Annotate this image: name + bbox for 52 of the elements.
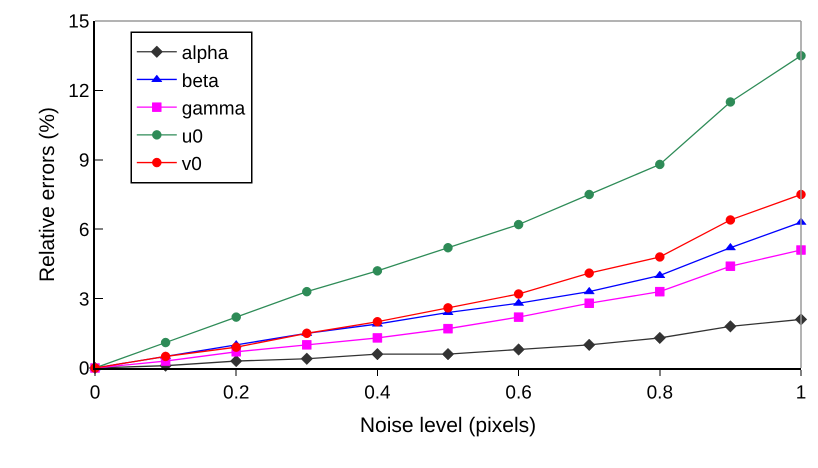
point xyxy=(302,340,312,350)
point xyxy=(726,97,736,107)
x-axis-title: Noise level (pixels) xyxy=(360,414,536,438)
y-tick-label: 15 xyxy=(68,12,90,33)
point xyxy=(443,242,453,252)
point xyxy=(726,261,736,271)
point xyxy=(231,312,241,322)
point xyxy=(230,354,242,368)
point xyxy=(724,320,736,332)
point xyxy=(160,352,170,362)
x-tick-label: 1 xyxy=(796,382,806,404)
legend-label: u0 xyxy=(182,126,203,148)
legend-label: beta xyxy=(182,70,220,92)
y-tick-label: 3 xyxy=(78,289,90,310)
point xyxy=(654,332,666,344)
point xyxy=(300,352,313,365)
point xyxy=(371,348,384,360)
y-tick-label: 6 xyxy=(78,220,90,241)
x-tick-label: 0.2 xyxy=(222,382,250,404)
legend-label: v0 xyxy=(182,154,202,175)
point xyxy=(584,268,594,278)
point xyxy=(160,338,170,348)
y-tick-label: 0 xyxy=(78,358,90,380)
legend-label: gamma xyxy=(182,98,246,120)
legend-label: alpha xyxy=(182,43,229,64)
point xyxy=(372,266,382,276)
point xyxy=(231,342,241,352)
point xyxy=(512,343,525,356)
point xyxy=(584,298,594,308)
point xyxy=(514,312,524,322)
point xyxy=(302,328,312,338)
point xyxy=(583,338,596,351)
point xyxy=(514,220,524,230)
point xyxy=(726,215,736,225)
point xyxy=(514,289,524,299)
point xyxy=(655,160,665,170)
y-axis-title: Relative errors (%) xyxy=(36,106,59,282)
point xyxy=(443,324,453,334)
point xyxy=(443,303,453,313)
point xyxy=(372,333,382,343)
x-tick-label: 0.6 xyxy=(505,382,532,404)
y-tick-label: 12 xyxy=(68,81,90,102)
point xyxy=(372,316,382,326)
point xyxy=(796,245,806,255)
point xyxy=(442,348,454,360)
y-tick-label: 9 xyxy=(78,150,90,172)
point xyxy=(655,286,665,296)
point xyxy=(655,252,665,262)
point xyxy=(584,190,594,200)
point xyxy=(302,286,312,296)
x-tick-label: 0.4 xyxy=(364,382,392,404)
x-tick-label: 0.8 xyxy=(646,382,674,404)
